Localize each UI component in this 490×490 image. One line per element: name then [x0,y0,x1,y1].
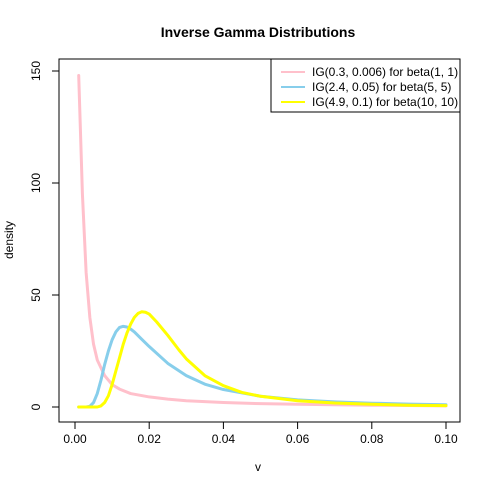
chart-title: Inverse Gamma Distributions [161,24,356,40]
y-axis-label: density [2,221,16,259]
x-tick-label: 0.08 [360,432,384,446]
legend: IG(0.3, 0.006) for beta(1, 1)IG(2.4, 0.0… [270,58,461,113]
x-tick-label: 0.02 [138,432,162,446]
x-tick-label: 0.06 [286,432,310,446]
y-tick-label: 100 [29,173,43,193]
legend-label: IG(4.9, 0.1) for beta(10, 10) [312,95,458,109]
series-line-1 [77,73,448,408]
legend-box [270,58,461,113]
x-axis: 0.00 0.02 0.04 0.06 0.08 0.10 [63,421,458,446]
y-tick-label: 0 [29,403,43,410]
y-axis: 0 50 100 150 [29,61,60,410]
y-tick-label: 150 [29,61,43,81]
series-line-3 [77,310,448,409]
legend-label: IG(0.3, 0.006) for beta(1, 1) [312,65,458,79]
y-tick-label: 50 [29,288,43,302]
x-axis-label: v [255,460,261,474]
x-tick-label: 0.10 [434,432,458,446]
legend-label: IG(2.4, 0.05) for beta(5, 5) [312,80,451,94]
x-tick-label: 0.04 [212,432,236,446]
series-layer [77,73,448,409]
x-tick-label: 0.00 [63,432,87,446]
